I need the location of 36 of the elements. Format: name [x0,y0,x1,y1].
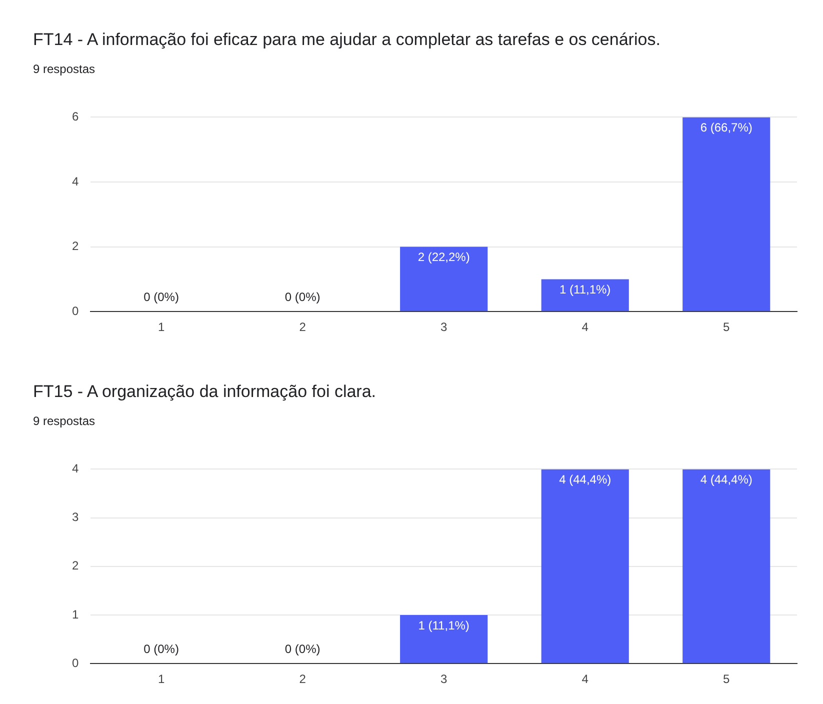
x-tick-label: 2 [299,672,306,686]
data-label: 0 (0%) [144,642,179,656]
data-label: 1 (11,1%) [418,618,470,632]
data-label: 4 (44,4%) [700,472,752,487]
y-tick-label: 0 [72,304,79,318]
data-label: 0 (0%) [284,642,320,656]
x-tick-label: 5 [723,672,730,686]
y-tick-label: 6 [72,110,79,124]
data-label: 1 (11,1%) [560,282,611,297]
bar [400,246,488,312]
y-tick-label: 2 [72,558,79,573]
x-tick-label: 1 [158,320,165,334]
chart-subtitle: 9 respostas [33,62,96,76]
data-label: 2 (22,2%) [418,250,470,264]
data-label: 0 (0%) [284,290,320,304]
y-tick-label: 4 [72,462,79,476]
y-tick-label: 2 [72,239,79,254]
data-label: 6 (66,7%) [700,120,752,135]
x-tick-label: 5 [723,320,730,334]
y-tick-label: 0 [72,656,79,670]
y-tick-label: 1 [72,607,79,622]
bar [682,117,770,312]
x-tick-label: 4 [582,320,589,334]
chart-subtitle: 9 respostas [33,414,96,428]
data-label: 4 (44,4%) [559,472,612,487]
chart-title: FT15 - A organização da informação foi clara. [33,382,376,402]
y-tick-label: 3 [72,510,79,524]
x-tick-label: 3 [440,672,448,686]
x-tick-label: 2 [299,320,306,334]
x-tick-label: 4 [582,672,589,686]
bar [541,279,629,312]
x-tick-label: 3 [440,320,448,334]
y-tick-label: 4 [72,174,79,188]
x-tick-label: 1 [158,672,165,686]
chart-title: FT14 - A informação foi eficaz para me ajudar a completar as tarefas e os cenários. [33,30,660,50]
data-label: 0 (0%) [144,290,179,304]
